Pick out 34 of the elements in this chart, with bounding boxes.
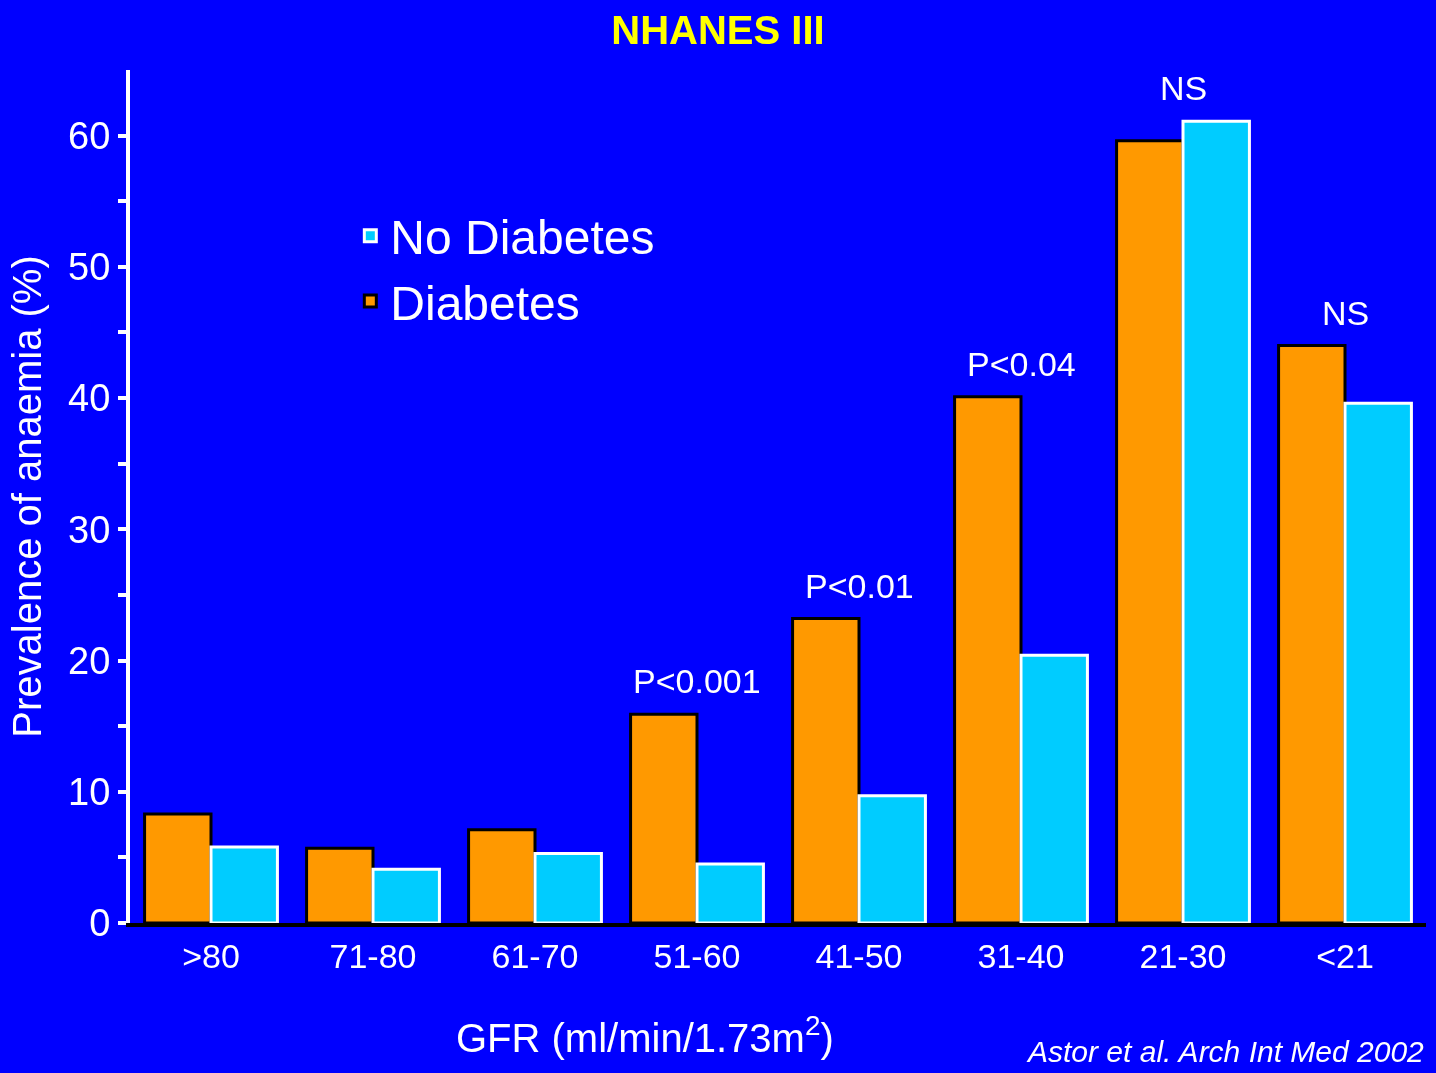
bar <box>533 851 603 923</box>
x-tick-label: 41-50 <box>815 936 903 975</box>
bar <box>1181 119 1251 923</box>
annotation: P<0.001 <box>633 662 761 700</box>
bar <box>209 845 279 923</box>
annotation: NS <box>1160 69 1208 107</box>
annotation: P<0.01 <box>805 567 914 605</box>
bar <box>371 867 441 923</box>
y-tick-label: 40 <box>68 377 111 420</box>
legend-label: No Diabetes <box>390 211 655 265</box>
x-tick-label: 31-40 <box>977 936 1065 975</box>
annotation: P<0.04 <box>967 345 1076 383</box>
x-tick-label: >80 <box>182 936 240 975</box>
y-tick-label: 0 <box>89 902 111 945</box>
legend-label: Diabetes <box>390 276 580 330</box>
y-tick-label: 50 <box>68 246 111 289</box>
bar <box>695 862 765 923</box>
x-tick-label: 51-60 <box>653 936 741 975</box>
x-axis-title: GFR (ml/min/1.73m$^{2}$) <box>456 1010 834 1060</box>
bar <box>1019 653 1089 923</box>
chart-title: NHANES III <box>611 8 825 53</box>
text: Astor et al. Arch Int Med 2002 <box>1026 1035 1425 1068</box>
bar <box>857 794 927 923</box>
bar <box>1343 401 1413 923</box>
x-tick-label: 21-30 <box>1139 936 1227 975</box>
x-tick-label: 71-80 <box>329 936 417 975</box>
y-tick-label: 20 <box>68 639 111 682</box>
y-tick-label: 10 <box>68 771 111 814</box>
x-tick-label: 61-70 <box>491 936 579 975</box>
y-tick-label: 30 <box>68 508 111 551</box>
y-axis-title: Prevalence of anaemia (%) <box>5 255 50 738</box>
annotation: NS <box>1322 294 1370 332</box>
y-tick-label: 60 <box>68 114 111 157</box>
x-tick-label: <21 <box>1316 936 1374 975</box>
